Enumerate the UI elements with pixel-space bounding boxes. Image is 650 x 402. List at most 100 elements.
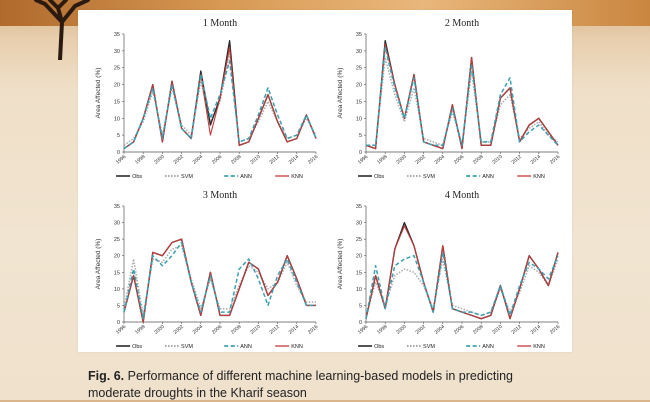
x-tick-label: 2010 [249, 324, 262, 336]
y-tick-label: 10 [356, 287, 362, 293]
x-tick-label: 2012 [511, 324, 524, 336]
y-tick-label: 15 [114, 99, 120, 105]
x-tick-label: 1996 [115, 324, 128, 336]
x-tick-label: 2002 [173, 154, 186, 166]
x-tick-label: 2002 [173, 324, 186, 336]
y-tick-label: 30 [114, 221, 120, 227]
x-tick-label: 2006 [453, 324, 466, 336]
series-line-ann [123, 60, 317, 150]
y-tick-label: 25 [356, 66, 362, 72]
y-tick-label: 0 [359, 150, 362, 156]
x-tick-label: 2012 [511, 154, 524, 166]
x-tick-label: 2004 [192, 154, 205, 166]
legend-label-svm: SVM [423, 174, 435, 180]
x-tick-label: 2016 [307, 324, 320, 336]
chart-title: 3 Month [203, 190, 237, 201]
y-tick-label: 25 [114, 237, 120, 243]
y-tick-label: 0 [359, 320, 362, 326]
y-axis-label: Area Affected (%) [95, 239, 102, 290]
y-tick-label: 30 [114, 49, 120, 55]
legend-label-svm: SVM [181, 174, 193, 180]
y-tick-label: 30 [356, 49, 362, 55]
series-line-obs [365, 221, 559, 320]
series-line-ann [365, 251, 559, 319]
x-tick-label: 2004 [434, 324, 447, 336]
chart-4-month: 4 Month Area Affected (%) 0 5 10 15 20 25 30 35 19… [337, 190, 562, 350]
y-tick-label: 15 [356, 270, 362, 276]
x-tick-label: 1998 [376, 154, 389, 166]
y-tick-label: 20 [356, 83, 362, 89]
x-tick-label: 2000 [395, 324, 408, 336]
x-tick-label: 2000 [395, 154, 408, 166]
x-tick-label: 1998 [134, 324, 147, 336]
y-tick-label: 0 [117, 320, 120, 326]
series-line-ann [123, 241, 316, 320]
x-tick-label: 2010 [491, 154, 504, 166]
y-tick-label: 20 [356, 254, 362, 260]
legend-label-ann: ANN [240, 344, 252, 350]
series-line-knn [365, 225, 559, 320]
chart-2-month: 2 Month Area Affected (%) 0 5 10 15 20 25 30 35 19… [337, 18, 561, 180]
series-line-knn [365, 43, 559, 150]
x-tick-label: 2012 [269, 324, 282, 336]
legend-label-knn: KNN [291, 174, 303, 180]
y-tick-label: 35 [114, 32, 120, 38]
legend-label-knn: KNN [533, 174, 545, 180]
legend-label-obs: Obs [132, 174, 142, 180]
x-tick-label: 1996 [357, 324, 370, 336]
y-axis-label: Area Affected (%) [337, 239, 344, 290]
x-tick-label: 2000 [153, 154, 166, 166]
y-tick-label: 10 [114, 116, 120, 122]
x-tick-label: 1998 [376, 324, 389, 336]
x-tick-label: 2008 [230, 324, 243, 336]
chart-1-month: 1 Month Area Affected (%) 0 5 10 15 20 25 30 35 19… [95, 18, 320, 180]
y-tick-label: 10 [356, 116, 362, 122]
x-tick-label: 2016 [549, 324, 562, 336]
y-axis-label: Area Affected (%) [95, 68, 102, 119]
series-line-svm [365, 258, 559, 317]
legend-label-obs: Obs [132, 344, 142, 350]
x-tick-label: 2006 [211, 324, 224, 336]
y-tick-label: 15 [356, 99, 362, 105]
x-tick-label: 2004 [434, 154, 447, 166]
y-tick-label: 35 [356, 32, 362, 38]
y-tick-label: 5 [117, 303, 120, 309]
y-tick-label: 35 [356, 204, 362, 210]
legend-label-knn: KNN [533, 344, 545, 350]
y-tick-label: 10 [114, 287, 120, 293]
x-tick-label: 2014 [530, 154, 543, 166]
x-tick-label: 1996 [357, 154, 370, 166]
y-tick-label: 25 [356, 237, 362, 243]
legend-label-svm: SVM [423, 344, 435, 350]
y-tick-label: 15 [114, 270, 120, 276]
x-tick-label: 2000 [153, 324, 166, 336]
x-tick-label: 2016 [307, 154, 320, 166]
x-tick-label: 2008 [230, 154, 243, 166]
figure-caption: Fig. 6. Performance of different machine… [88, 368, 568, 402]
series-line-svm [366, 56, 559, 147]
legend-label-ann: ANN [240, 174, 252, 180]
series-line-knn [123, 46, 317, 150]
series-line-ann [366, 46, 559, 147]
x-tick-label: 2014 [530, 324, 543, 336]
y-tick-label: 20 [114, 83, 120, 89]
x-tick-label: 2004 [192, 324, 205, 336]
series-line-knn [123, 238, 316, 323]
x-tick-label: 2008 [472, 154, 485, 166]
legend-label-svm: SVM [181, 344, 193, 350]
legend-label-ann: ANN [482, 344, 494, 350]
x-tick-label: 2008 [472, 324, 485, 336]
x-tick-label: 2002 [415, 324, 428, 336]
legend-label-obs: Obs [374, 344, 384, 350]
chart-title: 1 Month [203, 18, 237, 29]
x-tick-label: 2002 [415, 154, 428, 166]
x-tick-label: 2006 [453, 154, 466, 166]
tree-silhouette-image [34, 0, 90, 60]
caption-label: Fig. 6. [88, 369, 125, 383]
legend-label-obs: Obs [374, 174, 384, 180]
y-axis-label: Area Affected (%) [337, 68, 344, 119]
legend-label-knn: KNN [291, 344, 303, 350]
chart-title: 2 Month [445, 18, 479, 29]
x-tick-label: 1996 [115, 154, 128, 166]
y-tick-label: 0 [117, 150, 120, 156]
